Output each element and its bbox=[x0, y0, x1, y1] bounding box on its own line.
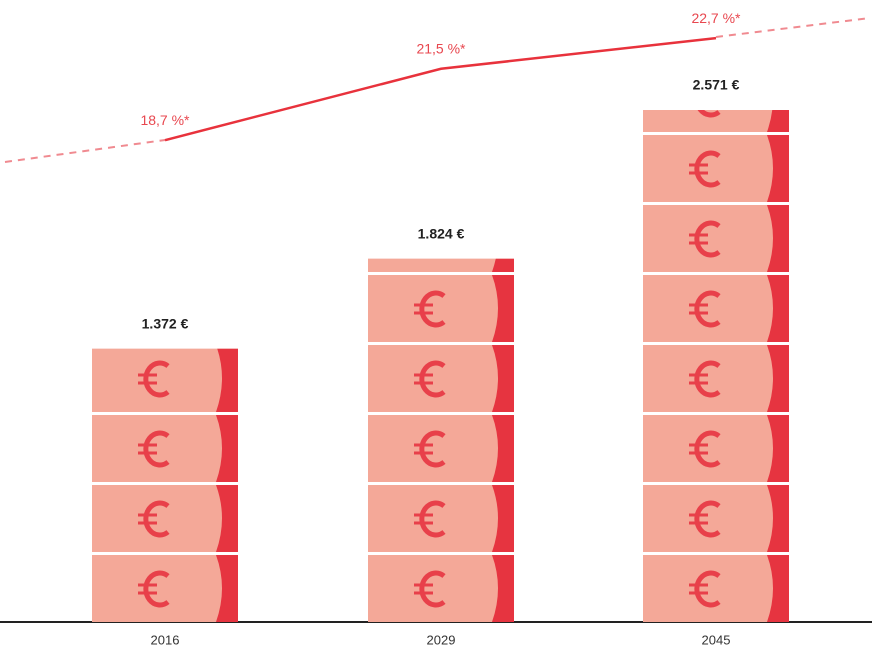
euro-sign bbox=[689, 373, 708, 385]
euro-sign bbox=[689, 303, 708, 315]
euro-sign bbox=[143, 360, 170, 398]
euro-sign bbox=[143, 500, 170, 538]
bill-strip bbox=[216, 348, 238, 412]
bill bbox=[643, 110, 789, 132]
x-tick-label: 2045 bbox=[702, 632, 731, 647]
bill-strip bbox=[767, 205, 789, 272]
euro-sign bbox=[689, 95, 708, 103]
euro-sign bbox=[143, 430, 170, 468]
euro-sign bbox=[414, 443, 433, 455]
bill-strip bbox=[767, 555, 789, 622]
bill bbox=[368, 415, 514, 482]
bill-strip bbox=[492, 345, 514, 412]
bill-strip bbox=[492, 555, 514, 622]
bill-strip bbox=[767, 415, 789, 482]
bill-stack bbox=[368, 258, 514, 622]
trend-line bbox=[164, 36, 717, 142]
bill bbox=[643, 205, 789, 272]
euro-sign bbox=[419, 570, 446, 608]
bill-strip bbox=[492, 415, 514, 482]
bill bbox=[92, 415, 238, 482]
bill-strip bbox=[216, 485, 238, 552]
euro-sign bbox=[414, 303, 433, 315]
euro-sign bbox=[694, 570, 721, 608]
bill bbox=[368, 275, 514, 342]
bill bbox=[368, 258, 514, 272]
euro-sign bbox=[419, 500, 446, 538]
euro-sign bbox=[138, 583, 157, 595]
euro-sign bbox=[697, 110, 721, 118]
bill-strip bbox=[216, 555, 238, 622]
bill-stack bbox=[92, 348, 238, 622]
x-tick-label: 2016 bbox=[151, 632, 180, 647]
bill-strip bbox=[216, 415, 238, 482]
trend-extension bbox=[4, 139, 166, 163]
euro-sign bbox=[138, 443, 157, 455]
bill-strip bbox=[767, 345, 789, 412]
x-tick-label: 2029 bbox=[427, 632, 456, 647]
bill-strip bbox=[492, 485, 514, 552]
euro-sign bbox=[694, 150, 721, 188]
bill bbox=[92, 555, 238, 622]
euro-sign bbox=[414, 583, 433, 595]
euro-sign bbox=[414, 373, 433, 385]
bill-strip bbox=[767, 135, 789, 202]
euro-sign bbox=[689, 443, 708, 455]
bill bbox=[368, 555, 514, 622]
value-label: 1.824 € bbox=[418, 225, 465, 241]
euro-sign bbox=[419, 430, 446, 468]
line-label: 21,5 %* bbox=[416, 40, 466, 56]
euro-sign bbox=[694, 220, 721, 258]
bill-strip bbox=[767, 275, 789, 342]
bill bbox=[643, 555, 789, 622]
euro-sign bbox=[689, 163, 708, 175]
bill bbox=[368, 485, 514, 552]
bill-strip bbox=[767, 110, 789, 132]
euro-sign bbox=[419, 290, 446, 328]
bill bbox=[643, 275, 789, 342]
bill bbox=[643, 415, 789, 482]
euro-sign bbox=[414, 513, 433, 525]
euro-sign bbox=[694, 360, 721, 398]
euro-sign bbox=[694, 500, 721, 538]
euro-sign bbox=[694, 290, 721, 328]
line-label: 18,7 %* bbox=[140, 112, 190, 128]
bill bbox=[643, 135, 789, 202]
bill bbox=[368, 345, 514, 412]
euro-sign bbox=[689, 233, 708, 245]
euro-sign bbox=[419, 360, 446, 398]
euro-sign bbox=[138, 373, 157, 385]
bill bbox=[92, 348, 238, 412]
bill-strip bbox=[492, 275, 514, 342]
bill-stack bbox=[643, 95, 789, 622]
line-label: 22,7 %* bbox=[691, 10, 741, 26]
bill-strip bbox=[492, 258, 514, 272]
euro-sign bbox=[138, 513, 157, 525]
bill bbox=[92, 485, 238, 552]
euro-sign bbox=[143, 570, 170, 608]
euro-sign bbox=[694, 430, 721, 468]
value-label: 1.372 € bbox=[142, 315, 189, 331]
value-label: 2.571 € bbox=[693, 77, 740, 93]
bill bbox=[643, 345, 789, 412]
bill bbox=[643, 485, 789, 552]
euro-sign bbox=[689, 583, 708, 595]
euro-sign bbox=[689, 513, 708, 525]
bill-strip bbox=[767, 485, 789, 552]
